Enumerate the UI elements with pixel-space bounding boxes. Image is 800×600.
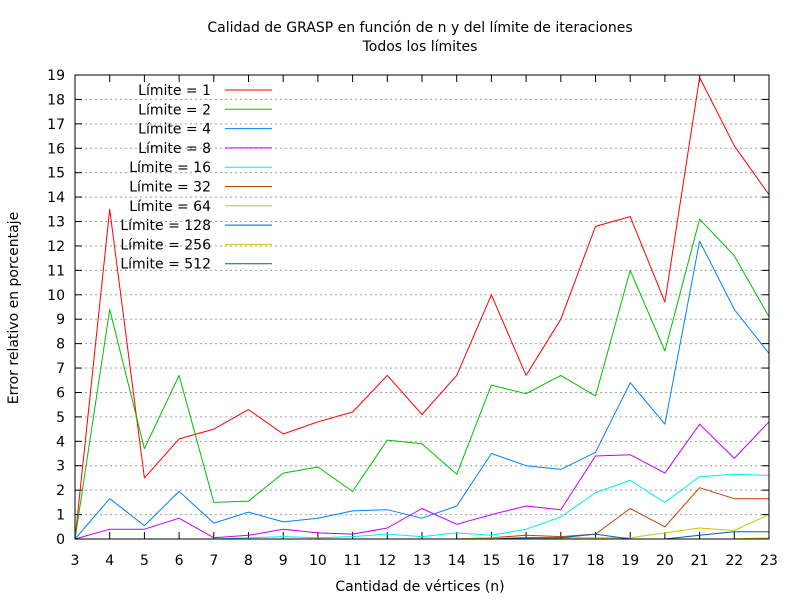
series-line-5 <box>75 473 770 540</box>
y-tick-label: 8 <box>56 337 65 353</box>
x-tick-label: 13 <box>413 553 431 569</box>
y-tick-label: 16 <box>47 141 65 157</box>
legend-label: Límite = 32 <box>129 180 211 196</box>
legend-label: Límite = 16 <box>129 160 211 176</box>
x-tick-label: 21 <box>691 553 709 569</box>
y-tick-label: 12 <box>47 239 65 255</box>
series-line-1 <box>74 76 770 540</box>
y-tick-label: 1 <box>56 508 65 524</box>
x-tick-label: 3 <box>71 553 80 569</box>
y-tick-label: 3 <box>56 459 65 475</box>
x-tick-label: 7 <box>209 553 218 569</box>
legend-label: Límite = 128 <box>120 218 211 234</box>
legend-label: Límite = 1 <box>138 83 211 99</box>
y-tick-label: 6 <box>56 385 65 401</box>
x-tick-label: 14 <box>448 553 466 569</box>
y-tick-label: 2 <box>56 483 65 499</box>
x-tick-label: 22 <box>725 553 743 569</box>
x-tick-label: 16 <box>517 553 535 569</box>
chart-subtitle: Todos los límites <box>362 39 478 55</box>
x-tick-label: 18 <box>587 553 605 569</box>
legend-label: Límite = 2 <box>138 102 211 118</box>
y-tick-label: 17 <box>47 117 65 133</box>
legend-label: Límite = 256 <box>120 237 211 253</box>
legend-label: Límite = 64 <box>129 199 211 215</box>
y-tick-label: 14 <box>47 190 65 206</box>
x-tick-label: 17 <box>552 553 570 569</box>
y-axis-label: Error relativo en porcentaje <box>6 212 22 404</box>
y-tick-label: 7 <box>56 361 65 377</box>
y-tick-label: 13 <box>47 215 65 231</box>
x-tick-label: 6 <box>175 553 184 569</box>
y-tick-label: 11 <box>47 263 65 279</box>
x-tick-label: 9 <box>279 553 288 569</box>
x-tick-label: 4 <box>105 553 114 569</box>
series-line-4 <box>74 421 770 540</box>
x-tick-label: 15 <box>482 553 500 569</box>
legend-label: Límite = 4 <box>138 122 211 138</box>
grid-lines <box>75 98 769 516</box>
y-tick-label: 10 <box>47 288 65 304</box>
x-tick-label: 5 <box>140 553 149 569</box>
series-line-3 <box>74 240 770 540</box>
y-tick-label: 4 <box>56 434 65 450</box>
plot-frame <box>74 74 770 540</box>
x-tick-label: 8 <box>244 553 253 569</box>
legend-label: Límite = 512 <box>120 257 211 273</box>
legend: Límite = 1 Límite = 2 Límite = 4 Límite = 8… <box>120 83 272 273</box>
x-tick-label: 11 <box>344 553 362 569</box>
x-tick-label: 19 <box>621 553 639 569</box>
series-line-6 <box>75 487 769 540</box>
x-axis-label: Cantidad de vértices (n) <box>335 579 504 595</box>
chart-title: Calidad de GRASP en función de n y del l… <box>207 20 632 36</box>
x-tick-label: 20 <box>656 553 674 569</box>
series-line-2 <box>74 218 770 540</box>
legend-label: Límite = 8 <box>138 141 211 157</box>
x-tick-label: 12 <box>378 553 396 569</box>
y-tick-label: 15 <box>47 166 65 182</box>
x-tick-label: 10 <box>309 553 327 569</box>
y-tick-label: 5 <box>56 410 65 426</box>
y-tick-label: 18 <box>47 92 65 108</box>
y-tick-label: 19 <box>47 68 65 84</box>
y-tick-label: 9 <box>56 312 65 328</box>
y-tick-label: 0 <box>56 532 65 548</box>
x-tick-label: 23 <box>760 553 778 569</box>
